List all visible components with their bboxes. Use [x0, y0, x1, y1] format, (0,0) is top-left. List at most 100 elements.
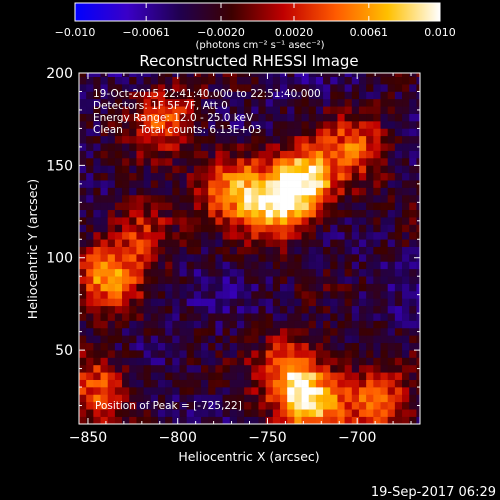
heatmap-pixel	[107, 180, 116, 188]
heatmap-pixel	[387, 187, 396, 196]
heatmap-pixel	[301, 239, 310, 247]
heatmap-pixel	[129, 128, 137, 137]
heatmap-pixel	[186, 335, 195, 344]
heatmap-pixel	[366, 121, 374, 129]
heatmap-pixel	[337, 342, 345, 351]
heatmap-pixel	[179, 194, 187, 203]
heatmap-pixel	[287, 224, 295, 233]
heatmap-pixel	[280, 313, 288, 321]
heatmap-pixel	[208, 194, 216, 203]
heatmap-pixel	[100, 379, 109, 388]
heatmap-pixel	[100, 364, 109, 373]
heatmap-pixel	[402, 327, 410, 336]
heatmap-pixel	[358, 76, 367, 85]
heatmap-pixel	[150, 409, 159, 417]
heatmap-pixel	[122, 387, 130, 395]
heatmap-pixel	[222, 187, 231, 196]
heatmap-pixel	[265, 231, 274, 240]
heatmap-pixel	[100, 172, 109, 181]
heatmap-pixel	[172, 409, 180, 417]
heatmap-pixel	[86, 172, 94, 181]
heatmap-pixel	[416, 416, 420, 424]
heatmap-pixel	[315, 342, 324, 351]
heatmap-pixel	[215, 350, 223, 358]
heatmap-pixel	[79, 217, 87, 225]
heatmap-pixel	[251, 261, 259, 270]
heatmap-pixel	[323, 209, 331, 218]
heatmap-pixel	[308, 165, 317, 174]
heatmap-pixel	[236, 165, 245, 174]
heatmap-pixel	[86, 305, 94, 314]
heatmap-pixel	[215, 224, 223, 233]
heatmap-pixel	[215, 246, 223, 255]
heatmap-pixel	[265, 172, 274, 181]
heatmap-pixel	[308, 372, 317, 380]
heatmap-pixel	[143, 172, 152, 181]
heatmap-pixel	[351, 290, 360, 299]
heatmap-pixel	[201, 387, 209, 395]
heatmap-pixel	[287, 335, 295, 344]
heatmap-pixel	[129, 135, 137, 144]
heatmap-pixel	[301, 387, 310, 395]
heatmap-pixel	[193, 143, 202, 151]
heatmap-pixel	[265, 113, 274, 122]
heatmap-pixel	[236, 298, 245, 307]
heatmap-pixel	[86, 84, 94, 92]
heatmap-pixel	[366, 128, 374, 137]
heatmap-pixel	[301, 187, 310, 196]
heatmap-pixel	[265, 379, 274, 388]
heatmap-pixel	[380, 276, 388, 284]
heatmap-pixel	[301, 290, 310, 299]
heatmap-pixel	[344, 209, 353, 218]
heatmap-pixel	[265, 84, 274, 92]
heatmap-pixel	[337, 217, 345, 225]
heatmap-pixel	[351, 342, 360, 351]
heatmap-pixel	[79, 98, 87, 107]
heatmap-pixel	[86, 194, 94, 203]
heatmap-pixel	[416, 357, 420, 366]
heatmap-pixel	[265, 327, 274, 336]
heatmap-pixel	[79, 290, 87, 299]
heatmap-pixel	[79, 106, 87, 114]
heatmap-pixel	[215, 128, 223, 137]
heatmap-pixel	[358, 150, 367, 159]
heatmap-pixel	[315, 73, 324, 77]
heatmap-pixel	[351, 224, 360, 233]
heatmap-pixel	[308, 202, 317, 211]
heatmap-pixel	[287, 254, 295, 262]
heatmap-pixel	[409, 261, 417, 270]
heatmap-pixel	[107, 194, 116, 203]
heatmap-pixel	[287, 217, 295, 225]
heatmap-pixel	[315, 305, 324, 314]
heatmap-pixel	[315, 194, 324, 203]
heatmap-pixel	[165, 121, 173, 129]
heatmap-pixel	[280, 113, 288, 122]
heatmap-pixel	[315, 91, 324, 100]
heatmap-pixel	[308, 187, 317, 196]
heatmap-pixel	[193, 313, 202, 321]
heatmap-pixel	[287, 73, 295, 77]
heatmap-pixel	[315, 128, 324, 137]
heatmap-pixel	[179, 209, 187, 218]
heatmap-pixel	[409, 98, 417, 107]
heatmap-pixel	[294, 290, 302, 299]
heatmap-pixel	[409, 320, 417, 329]
heatmap-pixel	[394, 261, 403, 270]
heatmap-pixel	[236, 98, 245, 107]
heatmap-pixel	[294, 121, 302, 129]
heatmap-pixel	[93, 91, 101, 100]
heatmap-pixel	[351, 135, 360, 144]
heatmap-pixel	[251, 298, 259, 307]
heatmap-pixel	[79, 187, 87, 196]
heatmap-pixel	[265, 268, 274, 277]
heatmap-pixel	[193, 401, 202, 410]
heatmap-pixel	[79, 261, 87, 270]
heatmap-pixel	[358, 401, 367, 410]
heatmap-pixel	[208, 416, 216, 424]
heatmap-pixel	[222, 261, 231, 270]
heatmap-pixel	[150, 121, 159, 129]
heatmap-pixel	[337, 409, 345, 417]
heatmap-pixel	[287, 172, 295, 181]
heatmap-pixel	[136, 394, 144, 403]
heatmap-pixel	[409, 180, 417, 188]
